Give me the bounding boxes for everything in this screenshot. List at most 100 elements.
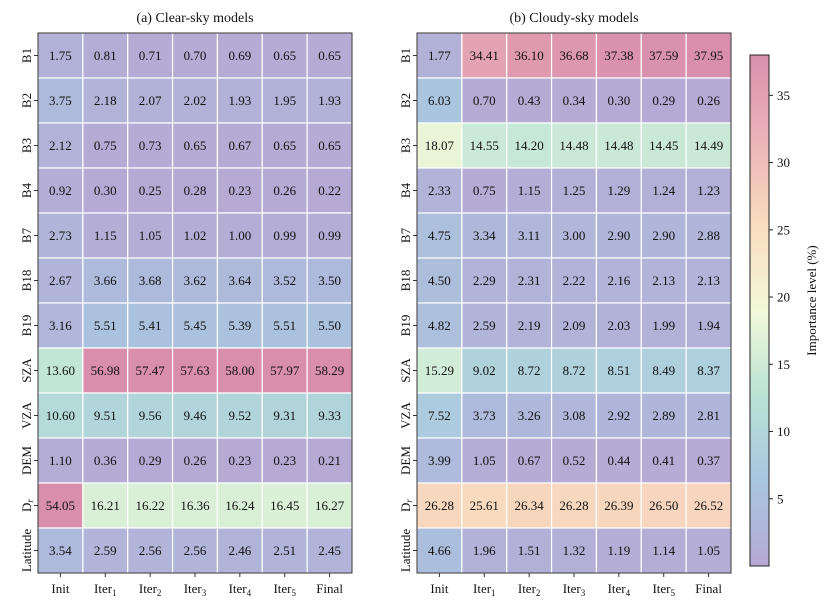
heatmap-cell xyxy=(82,167,129,214)
cell-value-label: 0.23 xyxy=(273,453,296,468)
cell-value-label: 0.36 xyxy=(94,453,117,468)
colorbar-label: Importance level (%) xyxy=(804,245,819,355)
heatmap-cell xyxy=(550,392,598,439)
y-tick-label: B3 xyxy=(398,138,413,153)
cell-value-label: 14.45 xyxy=(649,138,678,153)
cell-value-label: 58.00 xyxy=(225,363,254,378)
x-tick-label: Iter3 xyxy=(184,581,207,598)
heatmap-cell xyxy=(171,482,219,529)
heatmap-cell xyxy=(37,167,84,214)
cell-value-label: 37.38 xyxy=(604,48,633,63)
heatmap-cell xyxy=(506,437,553,484)
cell-value-label: 2.90 xyxy=(652,228,675,243)
cell-value-label: 1.51 xyxy=(518,543,541,558)
heatmap-cell xyxy=(171,347,219,394)
heatmap-cell xyxy=(261,347,308,394)
heatmap-cell xyxy=(127,482,174,529)
cell-value-label: 1.05 xyxy=(697,543,720,558)
cell-value-label: 37.59 xyxy=(649,48,678,63)
cell-value-label: 2.31 xyxy=(518,273,541,288)
heatmap-cell xyxy=(82,122,129,169)
cell-value-label: 13.60 xyxy=(46,363,75,378)
cell-value-label: 0.65 xyxy=(318,48,341,63)
heatmap-cell xyxy=(595,527,642,574)
heatmap-cell xyxy=(306,347,353,394)
heatmap-cell xyxy=(461,167,508,214)
heatmap-cell xyxy=(595,347,642,394)
heatmap-cell xyxy=(37,527,84,574)
cell-value-label: 3.73 xyxy=(473,408,496,423)
cell-value-label: 16.27 xyxy=(315,498,345,513)
cell-value-label: 0.75 xyxy=(473,183,496,198)
cell-value-label: 2.18 xyxy=(94,93,117,108)
cell-value-label: 0.65 xyxy=(273,138,296,153)
cell-value-label: 10.60 xyxy=(46,408,75,423)
heatmap-cell xyxy=(416,527,463,574)
heatmap-cell xyxy=(685,302,732,349)
heatmap-cell xyxy=(416,482,463,529)
heatmap-cell xyxy=(261,527,308,574)
cell-value-label: 4.82 xyxy=(428,318,451,333)
panel-title: (a) Clear-sky models xyxy=(136,11,253,26)
cell-value-label: 4.66 xyxy=(428,543,451,558)
heatmap-cell xyxy=(216,437,263,484)
heatmap-cell xyxy=(216,347,263,394)
heatmap-cell xyxy=(261,32,308,79)
y-tick-label: B2 xyxy=(398,93,413,108)
cell-value-label: 14.55 xyxy=(470,138,499,153)
heatmap-cell xyxy=(127,302,174,349)
heatmap-cell xyxy=(216,482,263,529)
heatmap-panel-cloudy-sky: (b) Cloudy-sky models 1.77 34.41 36.10 36.68… xyxy=(398,11,732,598)
cell-value-label: 2.59 xyxy=(94,543,117,558)
heatmap-cell xyxy=(216,122,263,169)
y-tick-label: SZA xyxy=(398,358,413,383)
cell-value-label: 0.22 xyxy=(318,183,341,198)
cell-value-label: 0.25 xyxy=(139,183,162,198)
x-tick-label: Iter5 xyxy=(273,581,296,598)
heatmap-cell xyxy=(685,212,732,259)
heatmap-cell xyxy=(685,437,732,484)
cell-value-label: 1.23 xyxy=(697,183,720,198)
cell-value-label: 1.15 xyxy=(94,228,117,243)
heatmap-cell xyxy=(171,302,219,349)
heatmap-cell xyxy=(127,122,174,169)
heatmap-cell xyxy=(461,302,508,349)
y-tick-label: DEM xyxy=(19,446,34,475)
cell-value-label: 0.75 xyxy=(94,138,117,153)
cell-value-label: 0.99 xyxy=(318,228,341,243)
y-tick-label: Dr xyxy=(19,499,35,512)
x-tick-label: Iter2 xyxy=(139,581,162,598)
cell-value-label: 2.13 xyxy=(652,273,675,288)
cell-value-label: 3.16 xyxy=(49,318,72,333)
cell-value-label: 2.46 xyxy=(228,543,251,558)
cell-value-label: 0.37 xyxy=(697,453,720,468)
cell-value-label: 16.21 xyxy=(91,498,120,513)
x-tick-label: Iter1 xyxy=(473,581,496,598)
y-tick-label: B1 xyxy=(398,48,413,63)
cell-value-label: 0.26 xyxy=(273,183,296,198)
cell-value-label: 2.45 xyxy=(318,543,341,558)
cell-value-label: 1.05 xyxy=(139,228,162,243)
heatmap-cell xyxy=(506,257,553,304)
colorbar-tick-label: 25 xyxy=(777,222,790,237)
cell-value-label: 58.29 xyxy=(315,363,344,378)
heatmap-cell xyxy=(306,167,353,214)
cell-value-label: 0.71 xyxy=(139,48,162,63)
heatmap-cell xyxy=(640,77,687,124)
cell-value-label: 57.47 xyxy=(136,363,166,378)
y-tick-label: VZA xyxy=(398,402,413,429)
cell-value-label: 3.11 xyxy=(518,228,540,243)
cell-value-label: 0.23 xyxy=(228,183,251,198)
cell-value-label: 3.99 xyxy=(428,453,451,468)
cell-value-label: 1.99 xyxy=(652,318,675,333)
heatmap-cell xyxy=(685,392,732,439)
cell-value-label: 3.26 xyxy=(518,408,541,423)
cell-value-label: 0.26 xyxy=(184,453,207,468)
y-tick-label: B1 xyxy=(19,48,34,63)
cell-value-label: 8.37 xyxy=(697,363,720,378)
cell-value-label: 0.65 xyxy=(184,138,207,153)
cell-value-label: 0.70 xyxy=(473,93,496,108)
cell-value-label: 2.16 xyxy=(607,273,630,288)
y-tick-label: VZA xyxy=(19,402,34,429)
